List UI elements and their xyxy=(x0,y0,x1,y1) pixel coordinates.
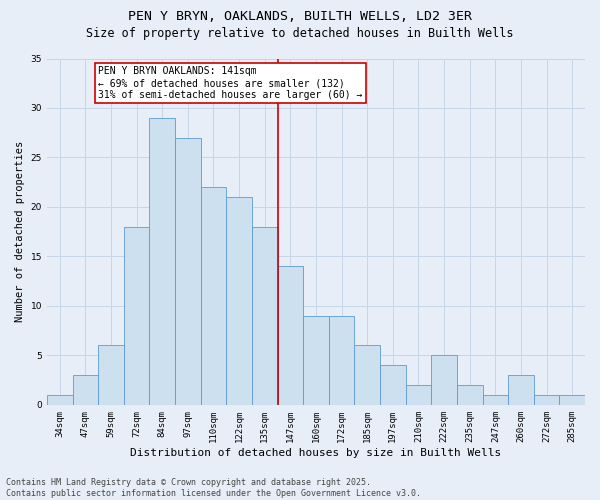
Bar xyxy=(559,395,585,405)
Bar xyxy=(508,375,534,405)
Text: PEN Y BRYN, OAKLANDS, BUILTH WELLS, LD2 3ER: PEN Y BRYN, OAKLANDS, BUILTH WELLS, LD2 … xyxy=(128,10,472,23)
Bar xyxy=(252,226,278,405)
Bar xyxy=(200,187,226,405)
Bar xyxy=(482,395,508,405)
X-axis label: Distribution of detached houses by size in Builth Wells: Distribution of detached houses by size … xyxy=(130,448,502,458)
Bar xyxy=(226,197,252,405)
Bar xyxy=(98,346,124,405)
Text: PEN Y BRYN OAKLANDS: 141sqm
← 69% of detached houses are smaller (132)
31% of se: PEN Y BRYN OAKLANDS: 141sqm ← 69% of det… xyxy=(98,66,362,100)
Bar xyxy=(73,375,98,405)
Bar xyxy=(303,316,329,405)
Bar xyxy=(380,366,406,405)
Bar xyxy=(278,266,303,405)
Bar xyxy=(355,346,380,405)
Bar xyxy=(149,118,175,405)
Bar xyxy=(406,385,431,405)
Bar xyxy=(47,395,73,405)
Bar xyxy=(534,395,559,405)
Bar xyxy=(329,316,355,405)
Text: Size of property relative to detached houses in Builth Wells: Size of property relative to detached ho… xyxy=(86,28,514,40)
Bar xyxy=(431,356,457,405)
Bar xyxy=(175,138,200,405)
Bar xyxy=(457,385,482,405)
Bar xyxy=(124,226,149,405)
Text: Contains HM Land Registry data © Crown copyright and database right 2025.
Contai: Contains HM Land Registry data © Crown c… xyxy=(6,478,421,498)
Y-axis label: Number of detached properties: Number of detached properties xyxy=(15,141,25,322)
